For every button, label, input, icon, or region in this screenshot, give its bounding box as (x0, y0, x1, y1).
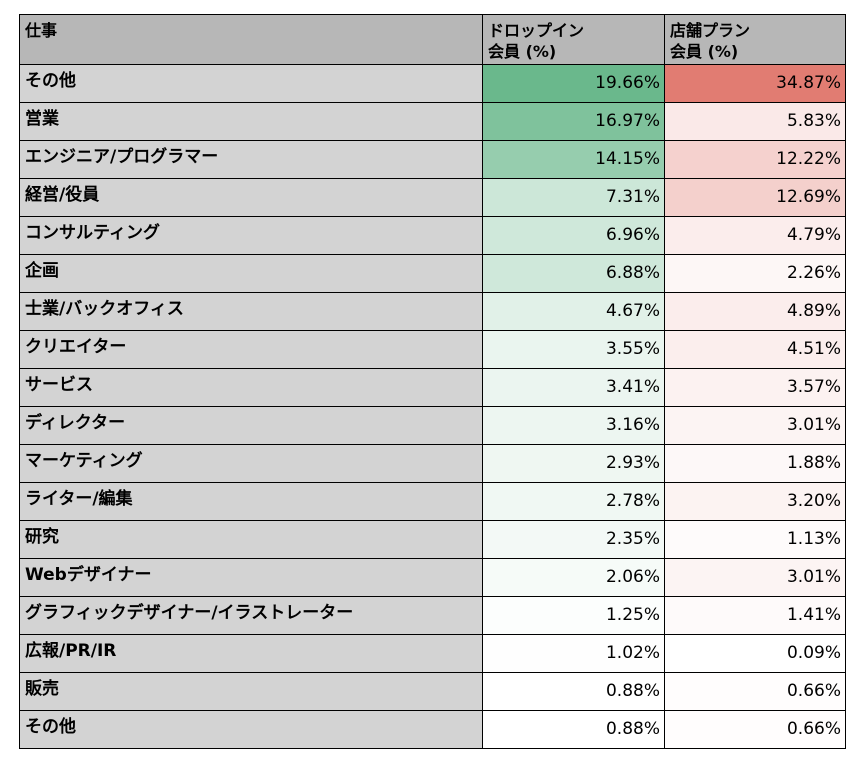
job-cell: 経営/役員 (19, 178, 483, 217)
table-row: 士業/バックオフィス 4.67% 4.89% (19, 292, 846, 331)
drop-in-cell: 1.25% (482, 596, 665, 635)
table-row: 研究 2.35% 1.13% (19, 520, 846, 559)
drop-in-cell: 0.88% (482, 672, 665, 711)
store-cell: 34.87% (664, 64, 846, 103)
job-cell: ディレクター (19, 406, 483, 445)
job-cell: エンジニア/プログラマー (19, 140, 483, 179)
table-row: クリエイター 3.55% 4.51% (19, 330, 846, 369)
drop-in-cell: 4.67% (482, 292, 665, 331)
store-cell: 1.13% (664, 520, 846, 559)
header-store-line1: 店舗プラン (670, 21, 751, 40)
store-cell: 3.20% (664, 482, 846, 521)
job-cell: 営業 (19, 102, 483, 141)
store-cell: 4.79% (664, 216, 846, 255)
drop-in-cell: 3.55% (482, 330, 665, 369)
store-cell: 5.83% (664, 102, 846, 141)
store-cell: 12.22% (664, 140, 846, 179)
table-row: その他 0.88% 0.66% (19, 710, 846, 749)
header-job: 仕事 (19, 14, 483, 65)
table-row: コンサルティング 6.96% 4.79% (19, 216, 846, 255)
header-drop-in: ドロップイン 会員 (%) (482, 14, 665, 65)
table-row: 販売 0.88% 0.66% (19, 672, 846, 711)
drop-in-cell: 1.02% (482, 634, 665, 673)
table-row: ライター/編集 2.78% 3.20% (19, 482, 846, 521)
table-row: グラフィックデザイナー/イラストレーター 1.25% 1.41% (19, 596, 846, 635)
job-cell: 広報/PR/IR (19, 634, 483, 673)
store-cell: 1.41% (664, 596, 846, 635)
drop-in-cell: 2.06% (482, 558, 665, 597)
store-cell: 0.09% (664, 634, 846, 673)
drop-in-cell: 2.93% (482, 444, 665, 483)
store-cell: 3.01% (664, 406, 846, 445)
table-row: その他 19.66% 34.87% (19, 64, 846, 103)
drop-in-cell: 16.97% (482, 102, 665, 141)
job-cell: グラフィックデザイナー/イラストレーター (19, 596, 483, 635)
table-row: 営業 16.97% 5.83% (19, 102, 846, 141)
occupation-table: 仕事 ドロップイン 会員 (%) 店舗プラン 会員 (%) その他 19.66% 3… (19, 14, 846, 749)
table-row: 経営/役員 7.31% 12.69% (19, 178, 846, 217)
store-cell: 4.51% (664, 330, 846, 369)
job-cell: マーケティング (19, 444, 483, 483)
drop-in-cell: 14.15% (482, 140, 665, 179)
drop-in-cell: 6.96% (482, 216, 665, 255)
store-cell: 1.88% (664, 444, 846, 483)
store-cell: 2.26% (664, 254, 846, 293)
job-cell: コンサルティング (19, 216, 483, 255)
table-row: マーケティング 2.93% 1.88% (19, 444, 846, 483)
drop-in-cell: 2.78% (482, 482, 665, 521)
table-body: その他 19.66% 34.87% 営業 16.97% 5.83% エンジニア/プログラマー… (19, 64, 846, 749)
table-row: 広報/PR/IR 1.02% 0.09% (19, 634, 846, 673)
job-cell: その他 (19, 64, 483, 103)
job-cell: Webデザイナー (19, 558, 483, 597)
store-cell: 0.66% (664, 710, 846, 749)
store-cell: 3.01% (664, 558, 846, 597)
store-cell: 12.69% (664, 178, 846, 217)
job-cell: ライター/編集 (19, 482, 483, 521)
drop-in-cell: 2.35% (482, 520, 665, 559)
store-cell: 3.57% (664, 368, 846, 407)
job-cell: その他 (19, 710, 483, 749)
header-drop-in-line1: ドロップイン (488, 21, 585, 40)
table-row: 企画 6.88% 2.26% (19, 254, 846, 293)
header-store: 店舗プラン 会員 (%) (664, 14, 846, 65)
store-cell: 0.66% (664, 672, 846, 711)
job-cell: 販売 (19, 672, 483, 711)
job-cell: 研究 (19, 520, 483, 559)
header-store-line2: 会員 (%) (670, 42, 739, 61)
drop-in-cell: 3.16% (482, 406, 665, 445)
table-row: サービス 3.41% 3.57% (19, 368, 846, 407)
job-cell: 企画 (19, 254, 483, 293)
header-drop-in-line2: 会員 (%) (488, 42, 557, 61)
job-cell: サービス (19, 368, 483, 407)
drop-in-cell: 6.88% (482, 254, 665, 293)
job-cell: クリエイター (19, 330, 483, 369)
store-cell: 4.89% (664, 292, 846, 331)
table-row: ディレクター 3.16% 3.01% (19, 406, 846, 445)
drop-in-cell: 0.88% (482, 710, 665, 749)
drop-in-cell: 7.31% (482, 178, 665, 217)
table-row: Webデザイナー 2.06% 3.01% (19, 558, 846, 597)
drop-in-cell: 3.41% (482, 368, 665, 407)
table-header-row: 仕事 ドロップイン 会員 (%) 店舗プラン 会員 (%) (19, 14, 846, 65)
job-cell: 士業/バックオフィス (19, 292, 483, 331)
drop-in-cell: 19.66% (482, 64, 665, 103)
table-row: エンジニア/プログラマー 14.15% 12.22% (19, 140, 846, 179)
